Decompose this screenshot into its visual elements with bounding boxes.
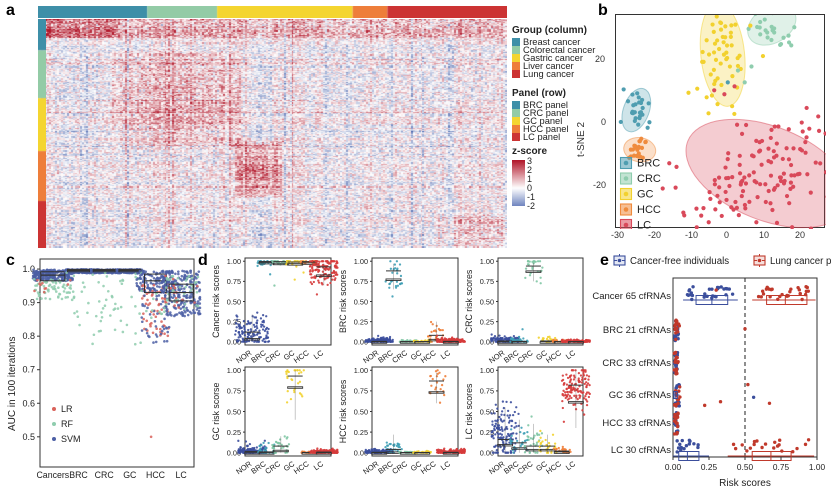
svg-text:LC: LC — [439, 348, 453, 361]
svg-text:0.8: 0.8 — [22, 331, 35, 341]
svg-text:BRC: BRC — [69, 470, 88, 480]
svg-text:HCC: HCC — [419, 348, 438, 365]
svg-text:GC risk scorse: GC risk scorse — [211, 383, 221, 441]
svg-text:LC: LC — [312, 459, 326, 472]
svg-text:HCC: HCC — [146, 470, 166, 480]
svg-text:0.50: 0.50 — [354, 407, 368, 416]
svg-text:0.25: 0.25 — [701, 462, 718, 472]
svg-text:LR: LR — [61, 404, 73, 414]
svg-text:0.75: 0.75 — [480, 277, 494, 286]
svg-text:Lung cancer patients: Lung cancer patients — [770, 256, 831, 267]
svg-text:CRC: CRC — [95, 470, 115, 480]
svg-text:HCC: HCC — [544, 459, 563, 476]
svg-text:GC: GC — [637, 189, 654, 201]
svg-text:LC: LC — [176, 470, 188, 480]
svg-text:HCC: HCC — [292, 459, 311, 476]
svg-text:Cancer-free individuals: Cancer-free individuals — [630, 256, 729, 267]
svg-text:0.75: 0.75 — [354, 277, 368, 286]
svg-text:0.50: 0.50 — [737, 462, 754, 472]
svg-text:HCC: HCC — [637, 204, 661, 216]
svg-text:CRC: CRC — [263, 348, 282, 365]
svg-text:CRC: CRC — [516, 348, 535, 365]
svg-text:BRC risk scores: BRC risk scores — [338, 269, 348, 333]
svg-text:1.00: 1.00 — [227, 366, 241, 375]
svg-text:0.25: 0.25 — [227, 428, 241, 437]
svg-text:CRC: CRC — [516, 459, 535, 476]
svg-text:0.25: 0.25 — [354, 317, 368, 326]
svg-text:Cancers: Cancers — [36, 470, 69, 480]
svg-text:0.25: 0.25 — [480, 317, 494, 326]
svg-text:HCC: HCC — [292, 348, 311, 365]
svg-text:0.50: 0.50 — [354, 297, 368, 306]
svg-text:CRC: CRC — [390, 348, 409, 365]
svg-text:0.9: 0.9 — [22, 298, 35, 308]
svg-text:0.00: 0.00 — [665, 462, 682, 472]
svg-text:1.00: 1.00 — [809, 462, 826, 472]
svg-text:Cancer risk scores: Cancer risk scores — [211, 264, 221, 337]
svg-text:CRC: CRC — [390, 459, 409, 476]
svg-text:0.5: 0.5 — [22, 432, 35, 442]
svg-text:LC: LC — [637, 220, 651, 230]
svg-text:HCC: HCC — [419, 459, 438, 476]
svg-text:0.75: 0.75 — [227, 387, 241, 396]
svg-text:1.00: 1.00 — [227, 257, 241, 266]
svg-text:CRC: CRC — [637, 173, 661, 185]
svg-text:0.25: 0.25 — [354, 428, 368, 437]
svg-text:0.50: 0.50 — [480, 297, 494, 306]
svg-text:1.00: 1.00 — [354, 257, 368, 266]
svg-text:LC: LC — [312, 348, 326, 361]
svg-text:LC risk scores: LC risk scores — [464, 383, 474, 439]
svg-text:RF: RF — [61, 419, 73, 429]
svg-text:1.00: 1.00 — [480, 257, 494, 266]
svg-text:0.7: 0.7 — [22, 365, 35, 375]
svg-text:LC: LC — [439, 459, 453, 472]
svg-text:CRC: CRC — [263, 459, 282, 476]
svg-text:0.50: 0.50 — [480, 407, 494, 416]
svg-text:0.75: 0.75 — [354, 387, 368, 396]
svg-text:SVM: SVM — [61, 434, 81, 444]
svg-text:LC: LC — [564, 459, 578, 472]
svg-text:0.75: 0.75 — [773, 462, 790, 472]
svg-text:CRC risk scores: CRC risk scores — [464, 269, 474, 333]
svg-text:1.00: 1.00 — [354, 366, 368, 375]
svg-text:1.00: 1.00 — [480, 366, 494, 375]
svg-text:0.50: 0.50 — [227, 407, 241, 416]
svg-text:0.50: 0.50 — [227, 297, 241, 306]
svg-text:0.6: 0.6 — [22, 398, 35, 408]
svg-text:BRC: BRC — [637, 158, 660, 170]
svg-text:HCC risk scores: HCC risk scores — [338, 379, 348, 443]
svg-text:0.75: 0.75 — [227, 277, 241, 286]
svg-text:0.75: 0.75 — [480, 387, 494, 396]
svg-text:GC: GC — [123, 470, 137, 480]
